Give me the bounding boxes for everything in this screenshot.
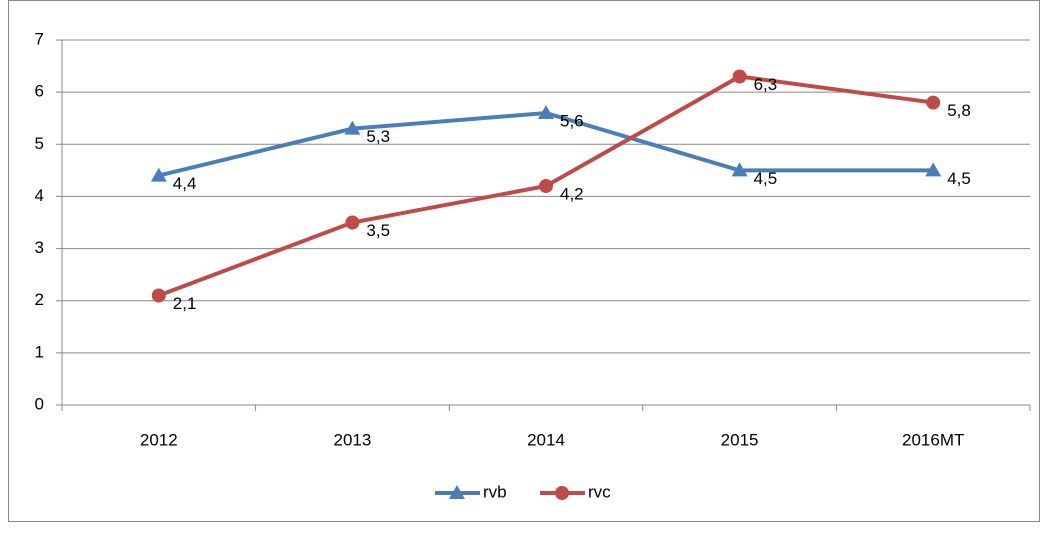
- data-label: 4,2: [560, 184, 584, 203]
- data-label: 5,3: [366, 127, 390, 146]
- y-tick-label: 3: [35, 238, 44, 257]
- legend-label: rvc: [588, 482, 611, 501]
- data-point: [731, 162, 748, 177]
- data-label: 5,6: [560, 111, 584, 130]
- data-label: 4,5: [947, 169, 971, 188]
- legend-marker: [449, 485, 465, 499]
- y-tick-label: 6: [35, 82, 44, 101]
- data-point: [538, 105, 554, 119]
- data-label: 2,1: [173, 294, 197, 313]
- data-label: 6,3: [754, 75, 778, 94]
- x-tick-label: 2014: [527, 430, 565, 449]
- data-label: 4,4: [173, 174, 197, 193]
- y-tick-label: 5: [35, 134, 44, 153]
- data-point: [151, 288, 166, 303]
- y-tick-label: 0: [35, 394, 44, 413]
- data-point: [539, 179, 553, 193]
- data-point: [344, 120, 361, 135]
- data-point: [925, 162, 942, 177]
- y-tick-label: 7: [35, 29, 44, 48]
- data-point: [345, 215, 360, 230]
- x-tick-label: 2013: [333, 430, 371, 449]
- y-tick-label: 4: [35, 186, 44, 205]
- x-tick-label: 2012: [140, 430, 178, 449]
- data-point: [150, 167, 167, 182]
- x-tick-label: 2015: [721, 430, 759, 449]
- data-label: 5,8: [947, 101, 971, 120]
- y-tick-label: 1: [35, 342, 44, 361]
- data-label: 3,5: [366, 221, 390, 240]
- data-point: [732, 69, 747, 84]
- x-tick-label: 2016MT: [902, 430, 964, 449]
- data-label: 4,5: [754, 169, 778, 188]
- y-tick-label: 2: [35, 290, 44, 309]
- data-point: [926, 95, 941, 110]
- chart-border: [8, 0, 1040, 522]
- legend-label: rvb: [483, 482, 507, 501]
- legend-marker: [555, 486, 569, 500]
